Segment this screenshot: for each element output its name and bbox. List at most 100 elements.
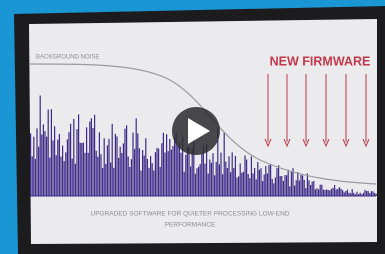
wave-bar (264, 175, 265, 197)
wave-bar (188, 147, 189, 196)
wave-bar (96, 151, 97, 196)
wave-bar (281, 176, 282, 196)
firmware-label: NEW FIRMWARE (270, 54, 371, 68)
wave-bar (78, 114, 79, 196)
wave-bar (356, 192, 357, 196)
wave-bar (308, 180, 309, 196)
wave-bar (115, 134, 116, 196)
wave-bar (230, 172, 231, 196)
wave-bar (291, 172, 292, 197)
wave-bar (84, 153, 85, 196)
wave-bar (233, 168, 234, 196)
wave-bar (195, 174, 196, 196)
wave-bar (171, 150, 172, 196)
wave-bar (316, 188, 317, 196)
wave-bar (300, 175, 301, 196)
wave-bar (168, 151, 169, 196)
wave-bar (275, 177, 276, 196)
wave-bar (201, 153, 202, 196)
wave-bar (305, 188, 306, 196)
wave-bar (232, 152, 233, 196)
wave-bar (134, 149, 135, 196)
wave-bar (209, 160, 210, 197)
wave-bar (289, 186, 290, 196)
wave-bar (64, 161, 65, 196)
wave-bar (36, 128, 37, 196)
wave-bar (297, 172, 298, 196)
wave-bar (72, 159, 73, 196)
wave-bar (94, 115, 95, 196)
wave-bar (334, 185, 335, 196)
wave-bar (83, 143, 84, 196)
wave-bar (294, 186, 295, 197)
caption-line: PERFORMANCE (165, 222, 216, 229)
wave-bar (225, 162, 226, 197)
wave-bar (342, 190, 343, 196)
wave-bar (224, 132, 225, 196)
wave-bar (321, 185, 322, 196)
wave-bar (33, 137, 34, 196)
wave-bar (52, 141, 53, 197)
wave-bar (299, 181, 300, 197)
wave-bar (267, 174, 268, 197)
wave-bar (140, 171, 141, 197)
wave-bar (148, 168, 149, 196)
wave-bar (262, 181, 263, 196)
wave-bar (107, 145, 108, 196)
wave-bar (238, 176, 239, 196)
wave-bar (185, 155, 186, 196)
wave-bar (49, 158, 50, 196)
page: BACKGROUND NOISE NEW FIRMWARE UPGRADED S… (0, 0, 385, 254)
wave-bar (268, 165, 269, 196)
wave-bar (241, 173, 242, 196)
wave-bar (243, 172, 244, 196)
wave-bar (372, 191, 373, 196)
wave-bar (139, 148, 140, 196)
wave-bar (328, 190, 329, 196)
wave-bar (35, 159, 36, 196)
wave-bar (153, 170, 154, 196)
wave-bar (200, 164, 201, 196)
wave-bar (270, 165, 271, 196)
thumbnail: BACKGROUND NOISE NEW FIRMWARE UPGRADED S… (0, 0, 385, 254)
wave-bar (177, 146, 178, 196)
wave-bar (187, 147, 188, 196)
wave-bar (313, 181, 314, 196)
play-button[interactable] (172, 107, 220, 155)
wave-bar (68, 132, 69, 196)
wave-bar (147, 159, 148, 196)
wave-bar (126, 125, 127, 196)
wave-bar (244, 156, 245, 197)
wave-bar (80, 143, 81, 196)
wave-bar (337, 189, 338, 196)
wave-bar (368, 191, 369, 196)
wave-bar (216, 162, 217, 196)
wave-bar (204, 164, 205, 196)
wave-bar (196, 168, 197, 196)
wave-bar (163, 133, 164, 196)
wave-bar (73, 119, 74, 196)
wave-bar (180, 153, 181, 196)
wave-bar (248, 174, 249, 196)
wave-bar (208, 174, 209, 196)
wave-bar (132, 133, 133, 196)
wave-bar (160, 167, 161, 196)
wave-bar (340, 189, 341, 196)
wave-bar (227, 168, 228, 196)
wave-bar (220, 153, 221, 196)
wave-bar (121, 153, 122, 196)
wave-bar (312, 182, 313, 196)
wave-bar (129, 167, 130, 196)
wave-bar (276, 168, 277, 196)
wave-bar (252, 173, 253, 196)
wave-bar (228, 156, 229, 196)
wave-bar (110, 163, 111, 197)
wave-bar (105, 164, 106, 196)
wave-bar (40, 96, 41, 197)
wave-bar (100, 154, 101, 196)
wave-bar (345, 191, 346, 196)
wave-bar (214, 175, 215, 196)
wave-bar (329, 190, 330, 196)
wave-bar (145, 138, 146, 196)
wave-bar (366, 191, 367, 196)
